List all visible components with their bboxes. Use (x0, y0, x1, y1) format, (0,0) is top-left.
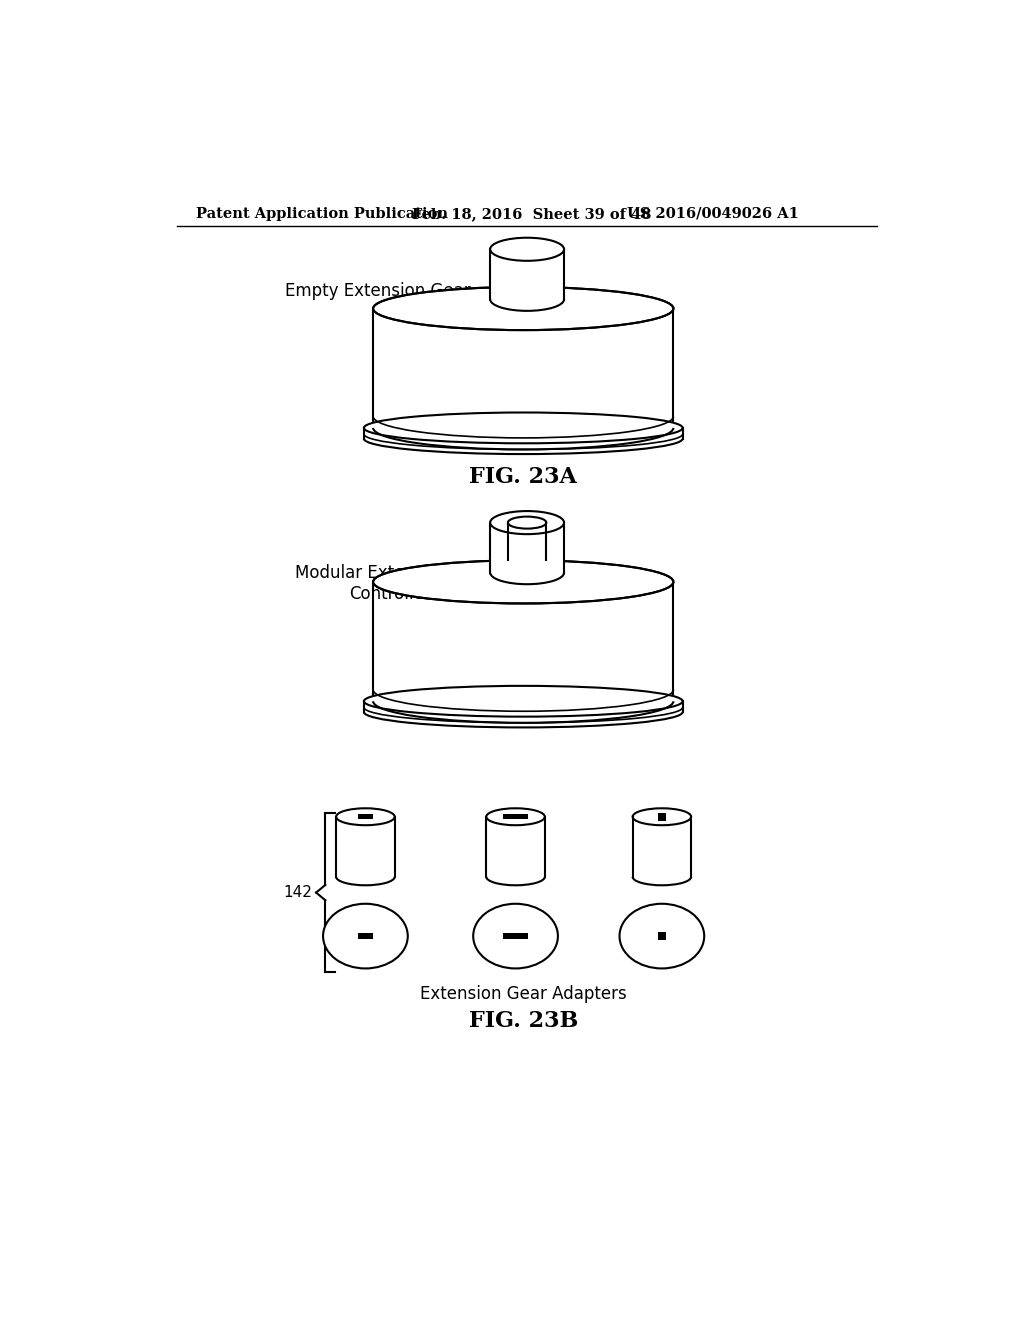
Ellipse shape (373, 561, 674, 603)
Polygon shape (373, 309, 674, 428)
Ellipse shape (364, 412, 683, 444)
Bar (357, 933, 373, 939)
Polygon shape (373, 582, 674, 701)
Text: Patent Application Publication: Patent Application Publication (196, 207, 449, 220)
Ellipse shape (364, 686, 683, 717)
Text: FIG. 23A: FIG. 23A (469, 466, 578, 487)
Ellipse shape (508, 516, 547, 528)
Text: Feb. 18, 2016  Sheet 39 of 48: Feb. 18, 2016 Sheet 39 of 48 (412, 207, 651, 220)
Ellipse shape (486, 808, 545, 825)
Text: 142: 142 (284, 886, 312, 900)
Polygon shape (486, 817, 545, 876)
Text: Empty Extension Gear: Empty Extension Gear (285, 282, 470, 300)
Bar (503, 814, 528, 820)
Text: Extension Gear Adapters: Extension Gear Adapters (420, 985, 627, 1003)
Ellipse shape (620, 904, 705, 969)
Ellipse shape (490, 238, 564, 261)
Text: US 2016/0049026 A1: US 2016/0049026 A1 (628, 207, 799, 220)
Ellipse shape (373, 286, 674, 330)
Bar (357, 814, 373, 820)
Text: Modular Extension Rod
Controller: Modular Extension Rod Controller (295, 564, 485, 603)
Ellipse shape (633, 808, 691, 825)
Ellipse shape (473, 904, 558, 969)
Polygon shape (633, 817, 691, 876)
Ellipse shape (490, 511, 564, 535)
Bar (657, 932, 666, 940)
Polygon shape (490, 249, 564, 300)
Ellipse shape (323, 904, 408, 969)
Text: FIG. 23B: FIG. 23B (469, 1010, 578, 1032)
Ellipse shape (336, 808, 394, 825)
Bar (503, 933, 528, 939)
Polygon shape (336, 817, 394, 876)
Polygon shape (490, 523, 564, 573)
Bar (657, 813, 666, 821)
